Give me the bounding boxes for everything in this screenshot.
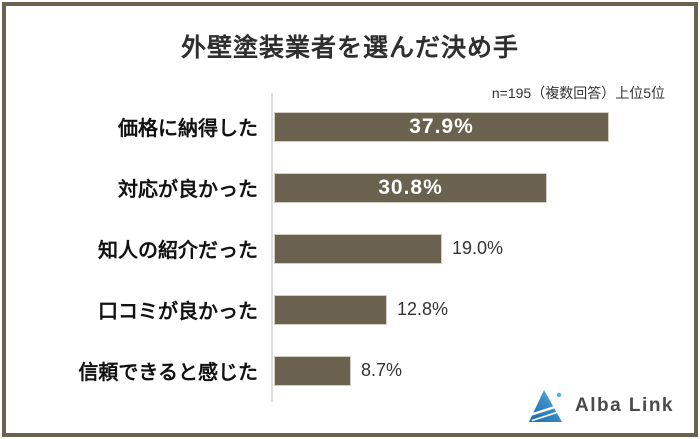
value-label: 37.9% — [409, 114, 474, 138]
albalink-logo-icon — [528, 390, 565, 422]
bar: 37.9% — [274, 111, 609, 142]
bar — [274, 294, 387, 325]
bar-track: 19.0% — [274, 233, 504, 264]
category-label: 信頼できると感じた — [78, 362, 258, 384]
bar — [274, 233, 442, 264]
value-label: 12.8% — [397, 299, 449, 319]
bar-rows: 価格に納得した 37.9% 対応が良かった 30.8% 知人の紹介だった 19.0% 口コミ… — [0, 96, 700, 401]
bar-track: 37.9% — [274, 111, 609, 142]
category-label: 知人の紹介だった — [98, 240, 258, 262]
brand-name: Alba Link — [574, 395, 674, 416]
bar-row: 信頼できると感じた 8.7% — [0, 340, 700, 401]
value-label: 19.0% — [452, 238, 504, 258]
bar-track: 12.8% — [274, 294, 449, 325]
sample-size-note: n=195（複数回答）上位5位 — [491, 85, 665, 101]
bar — [274, 355, 351, 386]
value-label: 30.8% — [378, 175, 443, 199]
value-label: 8.7% — [361, 360, 403, 380]
bar: 30.8% — [274, 172, 547, 203]
bar-row: 価格に納得した 37.9% — [0, 96, 700, 157]
bar-row: 知人の紹介だった 19.0% — [0, 218, 700, 279]
category-label: 対応が良かった — [118, 179, 258, 201]
brand-logo: Alba Link — [528, 389, 674, 423]
bar-row: 口コミが良かった 12.8% — [0, 279, 700, 340]
bar-row: 対応が良かった 30.8% — [0, 157, 700, 218]
chart-title: 外壁塗装業者を選んだ決め手 — [180, 34, 519, 62]
category-label: 価格に納得した — [118, 118, 258, 140]
category-label: 口コミが良かった — [98, 301, 258, 323]
bar-track: 8.7% — [274, 355, 403, 386]
bar-track: 30.8% — [274, 172, 547, 203]
axis-baseline — [271, 93, 273, 402]
